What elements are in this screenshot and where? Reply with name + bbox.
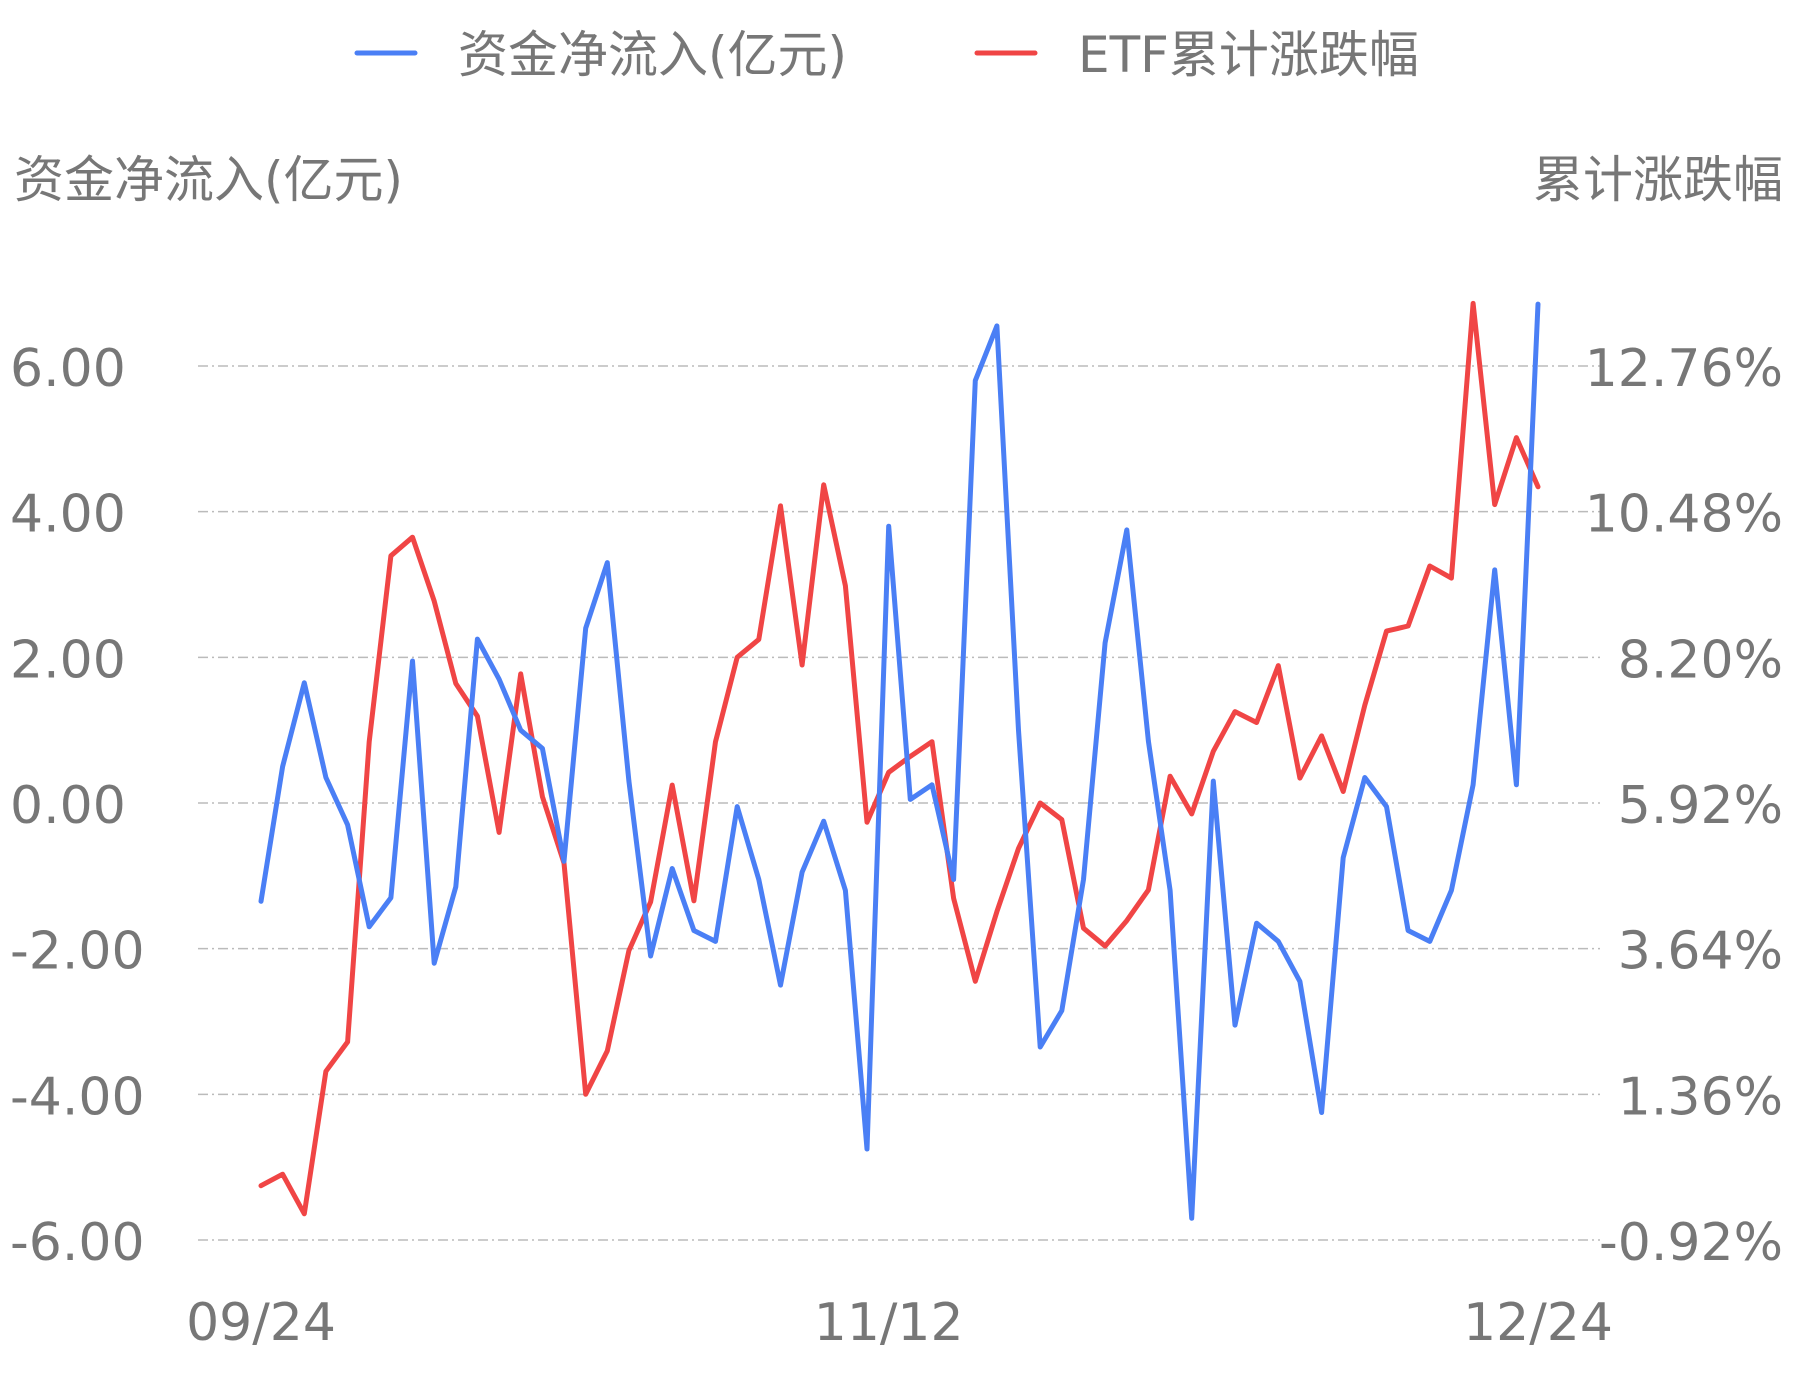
right-axis-tick-labels: 12.76% 10.48% 8.20% 5.92% 3.64% 1.36% -0.92% — [1585, 339, 1783, 1273]
x-axis-tick-labels: 09/24 11/12 12/24 — [186, 1293, 1613, 1353]
legend-label-inflow: 资金净流入(亿元) — [458, 26, 847, 84]
left-tick-label: 6.00 — [10, 339, 126, 399]
right-axis-title: 累计涨跌幅 — [1533, 151, 1783, 209]
left-axis-title: 资金净流入(亿元) — [14, 151, 403, 209]
right-tick-label: 12.76% — [1585, 339, 1783, 399]
right-tick-label: 5.92% — [1618, 776, 1783, 836]
left-tick-label: 2.00 — [10, 630, 126, 690]
left-tick-label: -4.00 — [10, 1067, 145, 1127]
x-tick-label: 12/24 — [1463, 1293, 1613, 1353]
legend: 资金净流入(亿元) ETF累计涨跌幅 — [354, 26, 1419, 84]
right-tick-label: 3.64% — [1618, 922, 1783, 982]
left-tick-label: 0.00 — [10, 776, 126, 836]
left-axis-tick-labels: 6.00 4.00 2.00 0.00 -2.00 -4.00 -6.00 — [10, 339, 145, 1273]
series-line-inflow — [258, 301, 1541, 1221]
series-line-cumulative — [258, 300, 1541, 1217]
series-lines — [258, 300, 1541, 1221]
left-tick-label: -2.00 — [10, 922, 145, 982]
right-tick-label: 8.20% — [1618, 630, 1783, 690]
x-tick-label: 09/24 — [186, 1293, 336, 1353]
left-tick-label: -6.00 — [10, 1213, 145, 1273]
gridlines — [198, 365, 1600, 1241]
x-tick-label: 11/12 — [814, 1293, 964, 1353]
right-tick-label: 1.36% — [1618, 1067, 1783, 1127]
legend-label-cumulative: ETF累计涨跌幅 — [1078, 26, 1419, 84]
left-tick-label: 4.00 — [10, 485, 126, 545]
right-tick-label: -0.92% — [1599, 1213, 1783, 1273]
right-tick-label: 10.48% — [1585, 485, 1783, 545]
